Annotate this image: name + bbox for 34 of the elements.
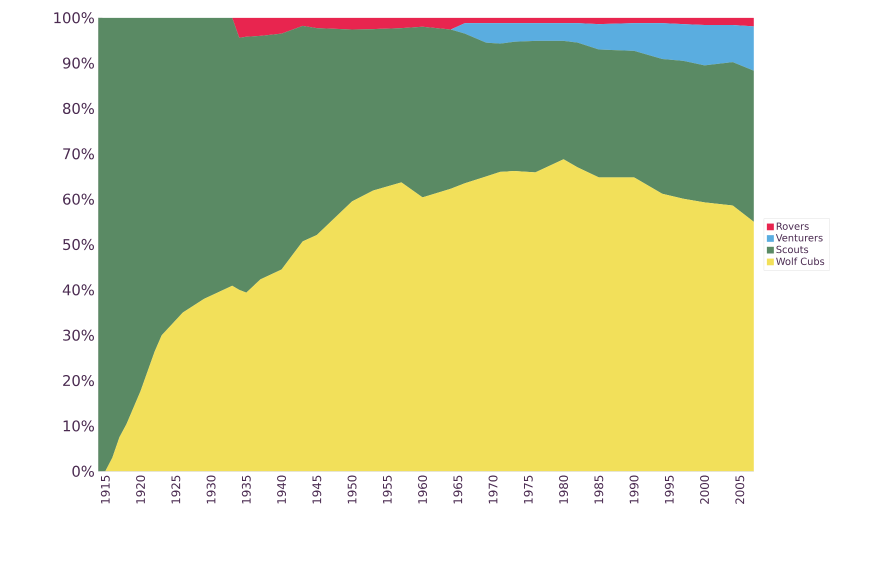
x-tick-label: 1960 — [418, 476, 428, 504]
x-tick-label: 1915 — [100, 476, 110, 504]
x-tick-label: 1985 — [594, 476, 604, 504]
x-tick-label: 1975 — [524, 476, 533, 504]
y-tick-label: 60% — [63, 194, 94, 205]
x-tick-label: 1995 — [664, 476, 674, 504]
x-tick-label: 1925 — [171, 476, 180, 504]
x-tick-label: 1945 — [312, 476, 322, 504]
x-tick-label: 1990 — [630, 476, 639, 504]
x-tick-label: 1935 — [242, 476, 251, 504]
x-tick-label: 1965 — [453, 476, 462, 504]
y-tick-label: 20% — [63, 375, 94, 386]
y-tick-label: 90% — [62, 58, 94, 69]
y-tick-label: 100% — [54, 12, 94, 24]
x-tick-label: 1955 — [382, 476, 392, 504]
y-tick-label: 50% — [63, 238, 94, 250]
x-tick-label: 1950 — [348, 476, 357, 504]
legend-label: Venturers — [776, 234, 823, 242]
x-tick-label: 1930 — [206, 476, 216, 504]
y-tick-label: 10% — [64, 420, 94, 432]
x-tick-label: 1940 — [277, 476, 286, 504]
y-tick-label: 0% — [72, 466, 94, 477]
y-tick-label: 80% — [63, 102, 94, 114]
x-tick-label: 2005 — [735, 476, 744, 504]
legend-label: Rovers — [776, 222, 809, 230]
x-tick-label: 1920 — [136, 476, 146, 504]
legend-label: Wolf Cubs — [776, 258, 824, 266]
y-tick-label: 40% — [62, 284, 94, 296]
x-tick-label: 1980 — [559, 476, 568, 504]
y-tick-label: 70% — [63, 148, 94, 160]
y-tick-label: 30% — [63, 330, 94, 341]
legend-label: Scouts — [776, 246, 808, 254]
x-tick-label: 1970 — [488, 476, 498, 504]
x-tick-label: 2000 — [700, 476, 709, 504]
